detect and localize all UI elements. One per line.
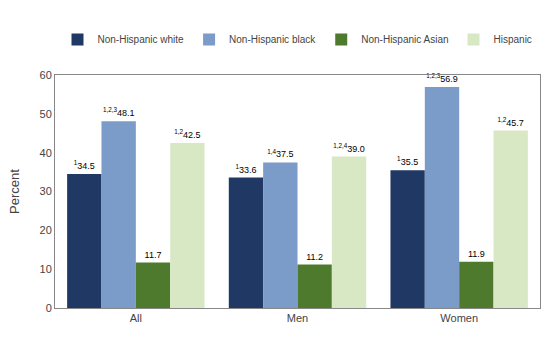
svg-text:​1,2​42.5: ​1,2​42.5 xyxy=(174,128,200,140)
svg-text:40: 40 xyxy=(40,147,52,159)
svg-text:11.2: 11.2 xyxy=(306,252,323,262)
svg-text:Hispanic: Hispanic xyxy=(493,34,531,45)
svg-text:Non-Hispanic Asian: Non-Hispanic Asian xyxy=(361,34,448,45)
svg-text:All: All xyxy=(130,312,142,324)
svg-text:​1,2,3​48.1: ​1,2,3​48.1 xyxy=(103,106,135,118)
svg-text:Men: Men xyxy=(287,312,308,324)
svg-text:11.9: 11.9 xyxy=(468,249,485,259)
svg-text:30: 30 xyxy=(40,185,52,197)
svg-text:20: 20 xyxy=(40,224,52,236)
svg-text:​1,2,4​39.0: ​1,2,4​39.0 xyxy=(333,142,365,154)
svg-text:Non-Hispanic black: Non-Hispanic black xyxy=(229,34,316,45)
svg-text:Women: Women xyxy=(440,312,478,324)
svg-text:​1​34.5: ​1​34.5 xyxy=(74,159,95,171)
svg-text:10: 10 xyxy=(40,263,52,275)
svg-text:Non-Hispanic white: Non-Hispanic white xyxy=(98,34,185,45)
svg-text:50: 50 xyxy=(40,108,52,120)
svg-text:​1​33.6: ​1​33.6 xyxy=(235,163,256,175)
svg-text:​1​35.5: ​1​35.5 xyxy=(397,155,418,167)
svg-text:60: 60 xyxy=(40,69,52,81)
svg-text:​1,2,3​56.9: ​1,2,3​56.9 xyxy=(426,72,458,84)
svg-text:Percent: Percent xyxy=(7,169,22,214)
svg-text:0: 0 xyxy=(46,302,52,314)
svg-text:​1,4​37.5: ​1,4​37.5 xyxy=(267,148,293,160)
svg-text:​1,2​45.7: ​1,2​45.7 xyxy=(498,116,524,128)
svg-text:11.7: 11.7 xyxy=(145,250,162,260)
